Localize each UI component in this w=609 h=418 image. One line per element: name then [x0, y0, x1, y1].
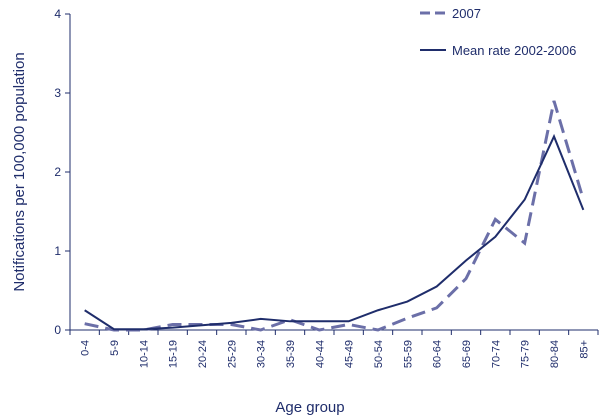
x-tick-label: 75-79	[520, 340, 532, 368]
legend-label: Mean rate 2002-2006	[452, 43, 576, 58]
x-tick-label: 25-29	[226, 340, 238, 368]
y-tick-label: 2	[54, 165, 61, 179]
x-tick-label: 0-4	[80, 340, 92, 356]
x-tick-label: 40-44	[314, 340, 326, 368]
y-tick-label: 1	[54, 244, 61, 258]
x-tick-label: 15-19	[168, 340, 180, 368]
series-line	[84, 133, 585, 331]
x-tick-label: 55-59	[402, 340, 414, 368]
x-tick-label: 50-54	[373, 340, 385, 368]
legend-label: 2007	[452, 6, 481, 21]
x-tick-label: 10-14	[138, 340, 150, 368]
x-tick-label: 20-24	[197, 340, 209, 368]
x-tick-label: 70-74	[490, 340, 502, 368]
x-axis-label: Age group	[275, 399, 344, 416]
x-tick-label: 5-9	[109, 340, 121, 356]
x-tick-label: 35-39	[285, 340, 297, 368]
x-tick-label: 65-69	[461, 340, 473, 368]
x-tick-label: 80-84	[549, 340, 561, 368]
x-tick-label: 85+	[578, 340, 590, 359]
y-axis-label: Notifications per 100,000 population	[11, 52, 28, 291]
y-tick-label: 4	[54, 7, 61, 21]
series-line	[84, 100, 585, 332]
x-tick-label: 60-64	[432, 340, 444, 368]
y-tick-label: 3	[54, 86, 61, 100]
x-tick-label: 30-34	[256, 340, 268, 368]
y-tick-label: 0	[54, 323, 61, 337]
x-tick-label: 45-49	[344, 340, 356, 368]
